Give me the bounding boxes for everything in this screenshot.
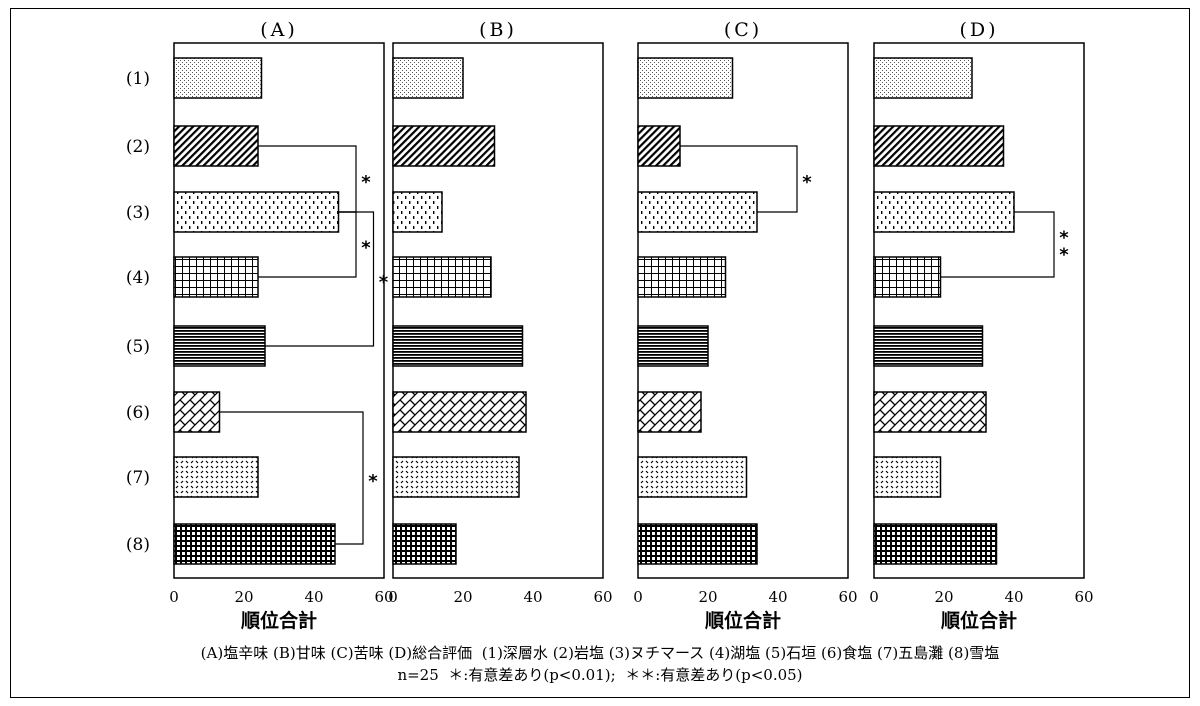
x-tick-label: 0	[633, 588, 643, 606]
significance-bracket	[219, 411, 364, 545]
significance-marker: *	[368, 471, 378, 492]
significance-marker: *	[1059, 245, 1069, 266]
category-label: (6)	[126, 403, 150, 423]
x-tick-label: 40	[304, 588, 323, 606]
bar	[392, 125, 496, 167]
significance-marker: *	[361, 238, 371, 259]
legend-caption-line2: n=25 ＊:有意差あり(p<0.01); ＊＊:有意差あり(p<0.05)	[397, 666, 803, 684]
bar	[637, 191, 758, 233]
bar	[637, 57, 734, 99]
panel-c-title: (C)	[724, 19, 762, 41]
category-label: (7)	[126, 468, 150, 488]
x-tick-label: 60	[838, 588, 857, 606]
bar	[173, 256, 259, 298]
bar	[392, 256, 492, 298]
bar	[392, 191, 443, 233]
significance-marker: *	[802, 172, 812, 193]
bar	[173, 57, 263, 99]
bar	[873, 191, 1015, 233]
bar	[637, 125, 681, 167]
figure-frame	[10, 8, 1190, 698]
bar	[637, 523, 758, 565]
panel-d-frame	[873, 42, 1085, 579]
significance-marker: *	[1059, 228, 1069, 249]
x-axis-label: 順位合計	[241, 609, 317, 632]
x-tick-label: 20	[698, 588, 717, 606]
bar	[873, 325, 984, 367]
x-tick-label: 40	[523, 588, 542, 606]
bar	[873, 256, 942, 298]
bar	[173, 325, 266, 367]
significance-bracket	[680, 145, 798, 213]
bar	[173, 456, 259, 498]
bar	[873, 456, 942, 498]
panel-a-title: (A)	[260, 19, 298, 41]
bar	[392, 57, 464, 99]
bar	[392, 523, 457, 565]
x-tick-label: 40	[768, 588, 787, 606]
bar	[637, 391, 702, 433]
category-label: (1)	[126, 69, 150, 89]
x-tick-label: 60	[593, 588, 612, 606]
bar	[173, 191, 340, 233]
significance-marker: *	[379, 272, 389, 293]
significance-bracket	[940, 211, 1055, 278]
panel-b-title: (B)	[479, 19, 517, 41]
x-tick-label: 0	[169, 588, 179, 606]
bar	[173, 125, 259, 167]
bar	[173, 391, 221, 433]
legend-caption-line1: (A)塩辛味 (B)甘味 (C)苦味 (D)総合評価 (1)深層水 (2)岩塩 …	[200, 644, 1000, 662]
x-tick-label: 60	[1074, 588, 1093, 606]
category-label: (3)	[126, 203, 150, 223]
x-tick-label: 0	[388, 588, 398, 606]
category-label: (2)	[126, 137, 150, 157]
panel-d-title: (D)	[959, 19, 998, 41]
category-label: (4)	[126, 268, 150, 288]
x-tick-label: 20	[453, 588, 472, 606]
category-label: (5)	[126, 337, 150, 357]
category-label: (8)	[126, 535, 150, 555]
bar	[637, 325, 709, 367]
x-tick-label: 40	[1004, 588, 1023, 606]
bar	[637, 456, 748, 498]
bar	[392, 325, 524, 367]
x-tick-label: 60	[374, 588, 393, 606]
bar	[392, 391, 527, 433]
bar	[392, 456, 520, 498]
x-axis-label: 順位合計	[941, 609, 1017, 632]
x-tick-label: 0	[869, 588, 879, 606]
bar	[873, 391, 987, 433]
significance-bracket	[265, 211, 375, 347]
panel-c-frame	[637, 42, 849, 579]
panel-a-frame	[173, 42, 385, 579]
x-tick-label: 20	[934, 588, 953, 606]
bar	[873, 57, 973, 99]
bar	[637, 256, 727, 298]
bar	[173, 523, 336, 565]
bar	[873, 125, 1005, 167]
panel-b-frame	[392, 42, 604, 579]
x-tick-label: 20	[234, 588, 253, 606]
bar	[873, 523, 998, 565]
x-axis-label: 順位合計	[705, 609, 781, 632]
significance-marker: *	[361, 172, 371, 193]
